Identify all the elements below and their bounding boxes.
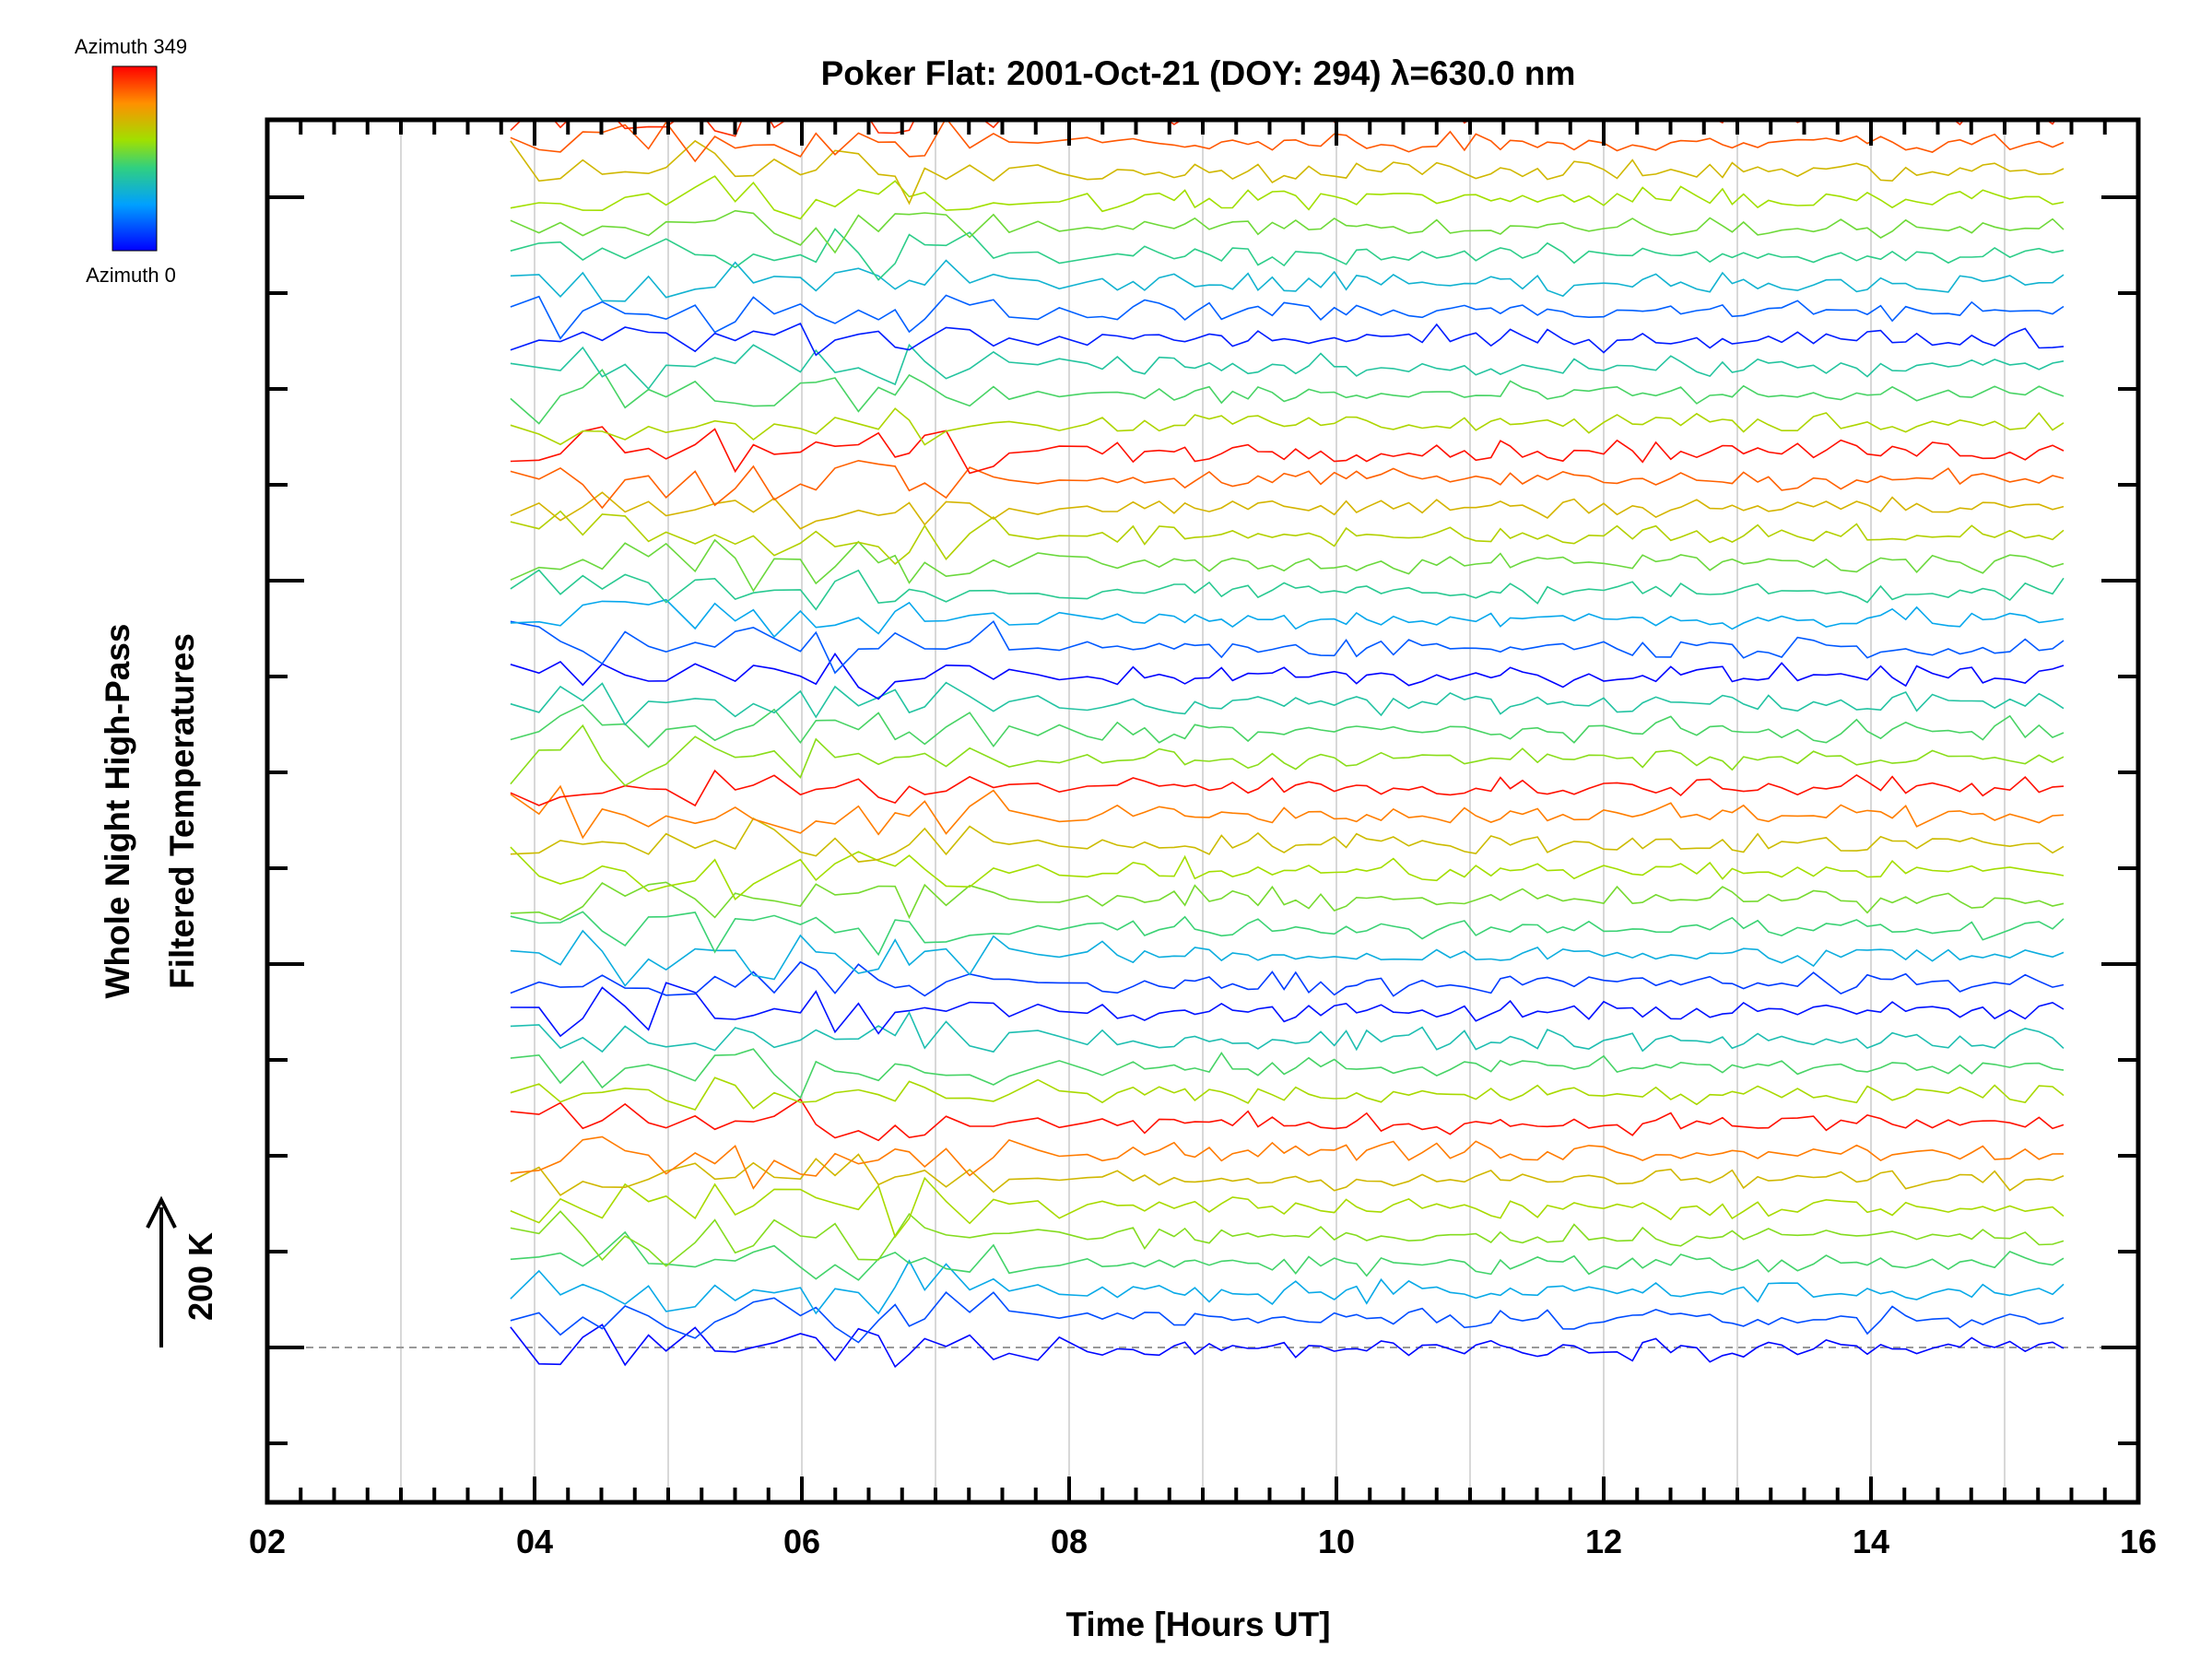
series-line: [510, 1098, 2065, 1142]
colorbar-gradient: [112, 65, 158, 252]
series-line: [510, 228, 2065, 281]
series-line: [510, 510, 2065, 565]
series-line: [510, 1324, 2065, 1369]
series-line: [510, 322, 2065, 357]
series-line: [510, 652, 2065, 700]
y-axis-label-line2: Filtered Temperatures: [163, 633, 201, 989]
series-line: [510, 1291, 2065, 1344]
series-line: [511, 10, 2064, 56]
series-line: [510, 120, 2057, 137]
colorbar: Azimuth 349 Azimuth 0: [75, 35, 187, 287]
x-tick-label: 02: [249, 1523, 286, 1560]
series-line: [510, 619, 2065, 675]
x-tick-label: 16: [2120, 1523, 2157, 1560]
series-line: [510, 598, 2065, 639]
series-line: [510, 294, 2065, 340]
x-tick-label: 06: [783, 1523, 820, 1560]
series-line: [510, 911, 2065, 957]
series-line: [510, 703, 2065, 748]
series-line: [510, 139, 2065, 206]
scale-label: 200 K: [182, 1232, 219, 1321]
x-tick-label: 04: [516, 1523, 553, 1560]
series-line: [510, 569, 2065, 611]
series-line: [510, 681, 2065, 726]
series-line: [510, 1210, 2065, 1267]
series-line: [510, 1176, 2065, 1239]
series-line: [510, 982, 2065, 1038]
series-line: [510, 1153, 2065, 1196]
series-line: [510, 1010, 2065, 1053]
series-line: [510, 259, 2065, 302]
series-line: [510, 538, 2065, 593]
scale-arrow-head: [146, 1195, 177, 1229]
series-line: [510, 209, 2065, 254]
series-line: [510, 426, 2065, 475]
x-tick-labels: 02 04 06 08 10 12 14 16: [249, 1523, 2157, 1560]
x-tick-label: 14: [1853, 1523, 1889, 1560]
y-axis-label-line1: Whole Night High-Pass: [99, 624, 136, 999]
series-line: [510, 960, 2065, 997]
series-line: [510, 846, 2065, 900]
axis-ticks: [265, 120, 2140, 1502]
series-line: [510, 769, 2065, 807]
series-line: [510, 459, 2065, 510]
series-line: [510, 368, 2065, 425]
scale-indicator: 200 K: [146, 1195, 219, 1347]
colorbar-top-label: Azimuth 349: [75, 35, 187, 58]
series-line: [510, 1230, 2065, 1281]
vertical-gridlines: [400, 120, 2006, 1502]
series-line: [510, 1077, 2065, 1111]
series-line: [510, 1259, 2065, 1315]
x-tick-label: 12: [1585, 1523, 1622, 1560]
series-line: [510, 784, 2065, 840]
series-line: [510, 929, 2065, 987]
x-tick-label: 10: [1318, 1523, 1355, 1560]
series-line: [510, 343, 2065, 391]
series-line: [510, 407, 2065, 446]
series-line: [510, 817, 2065, 863]
series-line: [510, 1048, 2065, 1100]
series-line: [510, 1135, 2065, 1190]
x-axis-label: Time [Hours UT]: [1065, 1606, 1330, 1643]
x-tick-label: 08: [1051, 1523, 1088, 1560]
series-line: [510, 724, 2065, 787]
colorbar-bottom-label: Azimuth 0: [86, 264, 176, 287]
series-line: [510, 491, 2065, 530]
chart-title: Poker Flat: 2001-Oct-21 (DOY: 294) λ=630…: [821, 54, 1576, 92]
series-line: [510, 881, 2065, 921]
series-line: [510, 120, 2065, 163]
series-line: [510, 175, 2065, 220]
series-group: [510, 10, 2065, 1369]
